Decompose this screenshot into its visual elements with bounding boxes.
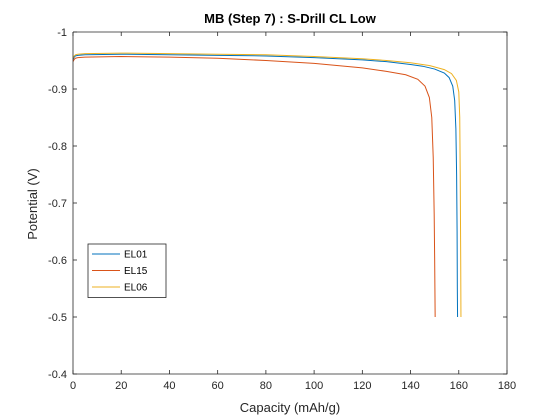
x-tick-label: 140	[401, 380, 419, 392]
x-tick-label: 0	[70, 380, 76, 392]
legend-label-el15: EL15	[124, 266, 148, 277]
x-tick-label: 100	[305, 380, 323, 392]
x-tick-label: 180	[498, 380, 516, 392]
series-line-el15	[73, 56, 436, 318]
x-tick-label: 60	[212, 380, 224, 392]
y-tick-label: -0.4	[48, 369, 67, 381]
y-axis-label: Potential (V)	[25, 168, 40, 240]
plot-background	[73, 32, 507, 374]
x-tick-label: 120	[353, 380, 371, 392]
series-line-el06	[73, 52, 462, 318]
chart-title: MB (Step 7) : S-Drill CL Low	[204, 11, 377, 26]
y-tick-label: -0.9	[48, 84, 67, 96]
plot-area: 0 20 40 60 80 100 120 140 160 180 -0.4 -0.5 -0.6 -0.7…	[48, 27, 516, 392]
legend-label-el01: EL01	[124, 250, 148, 261]
legend-label-el06: EL06	[124, 283, 148, 294]
x-tick-label: 160	[450, 380, 468, 392]
y-tick-label: -0.7	[48, 198, 67, 210]
y-tick-label: -0.8	[48, 141, 67, 153]
x-tick-label: 20	[115, 380, 127, 392]
y-tick-label: -0.5	[48, 312, 67, 324]
legend: EL01 EL15 EL06	[87, 243, 167, 298]
x-tick-label: 80	[260, 380, 272, 392]
series-lines	[73, 52, 462, 318]
x-tick-label: 40	[163, 380, 175, 392]
y-tick-label: -1	[57, 27, 67, 39]
series-line-el01	[73, 53, 459, 318]
x-axis-label: Capacity (mAh/g)	[240, 400, 340, 415]
y-tick-label: -0.6	[48, 255, 67, 267]
